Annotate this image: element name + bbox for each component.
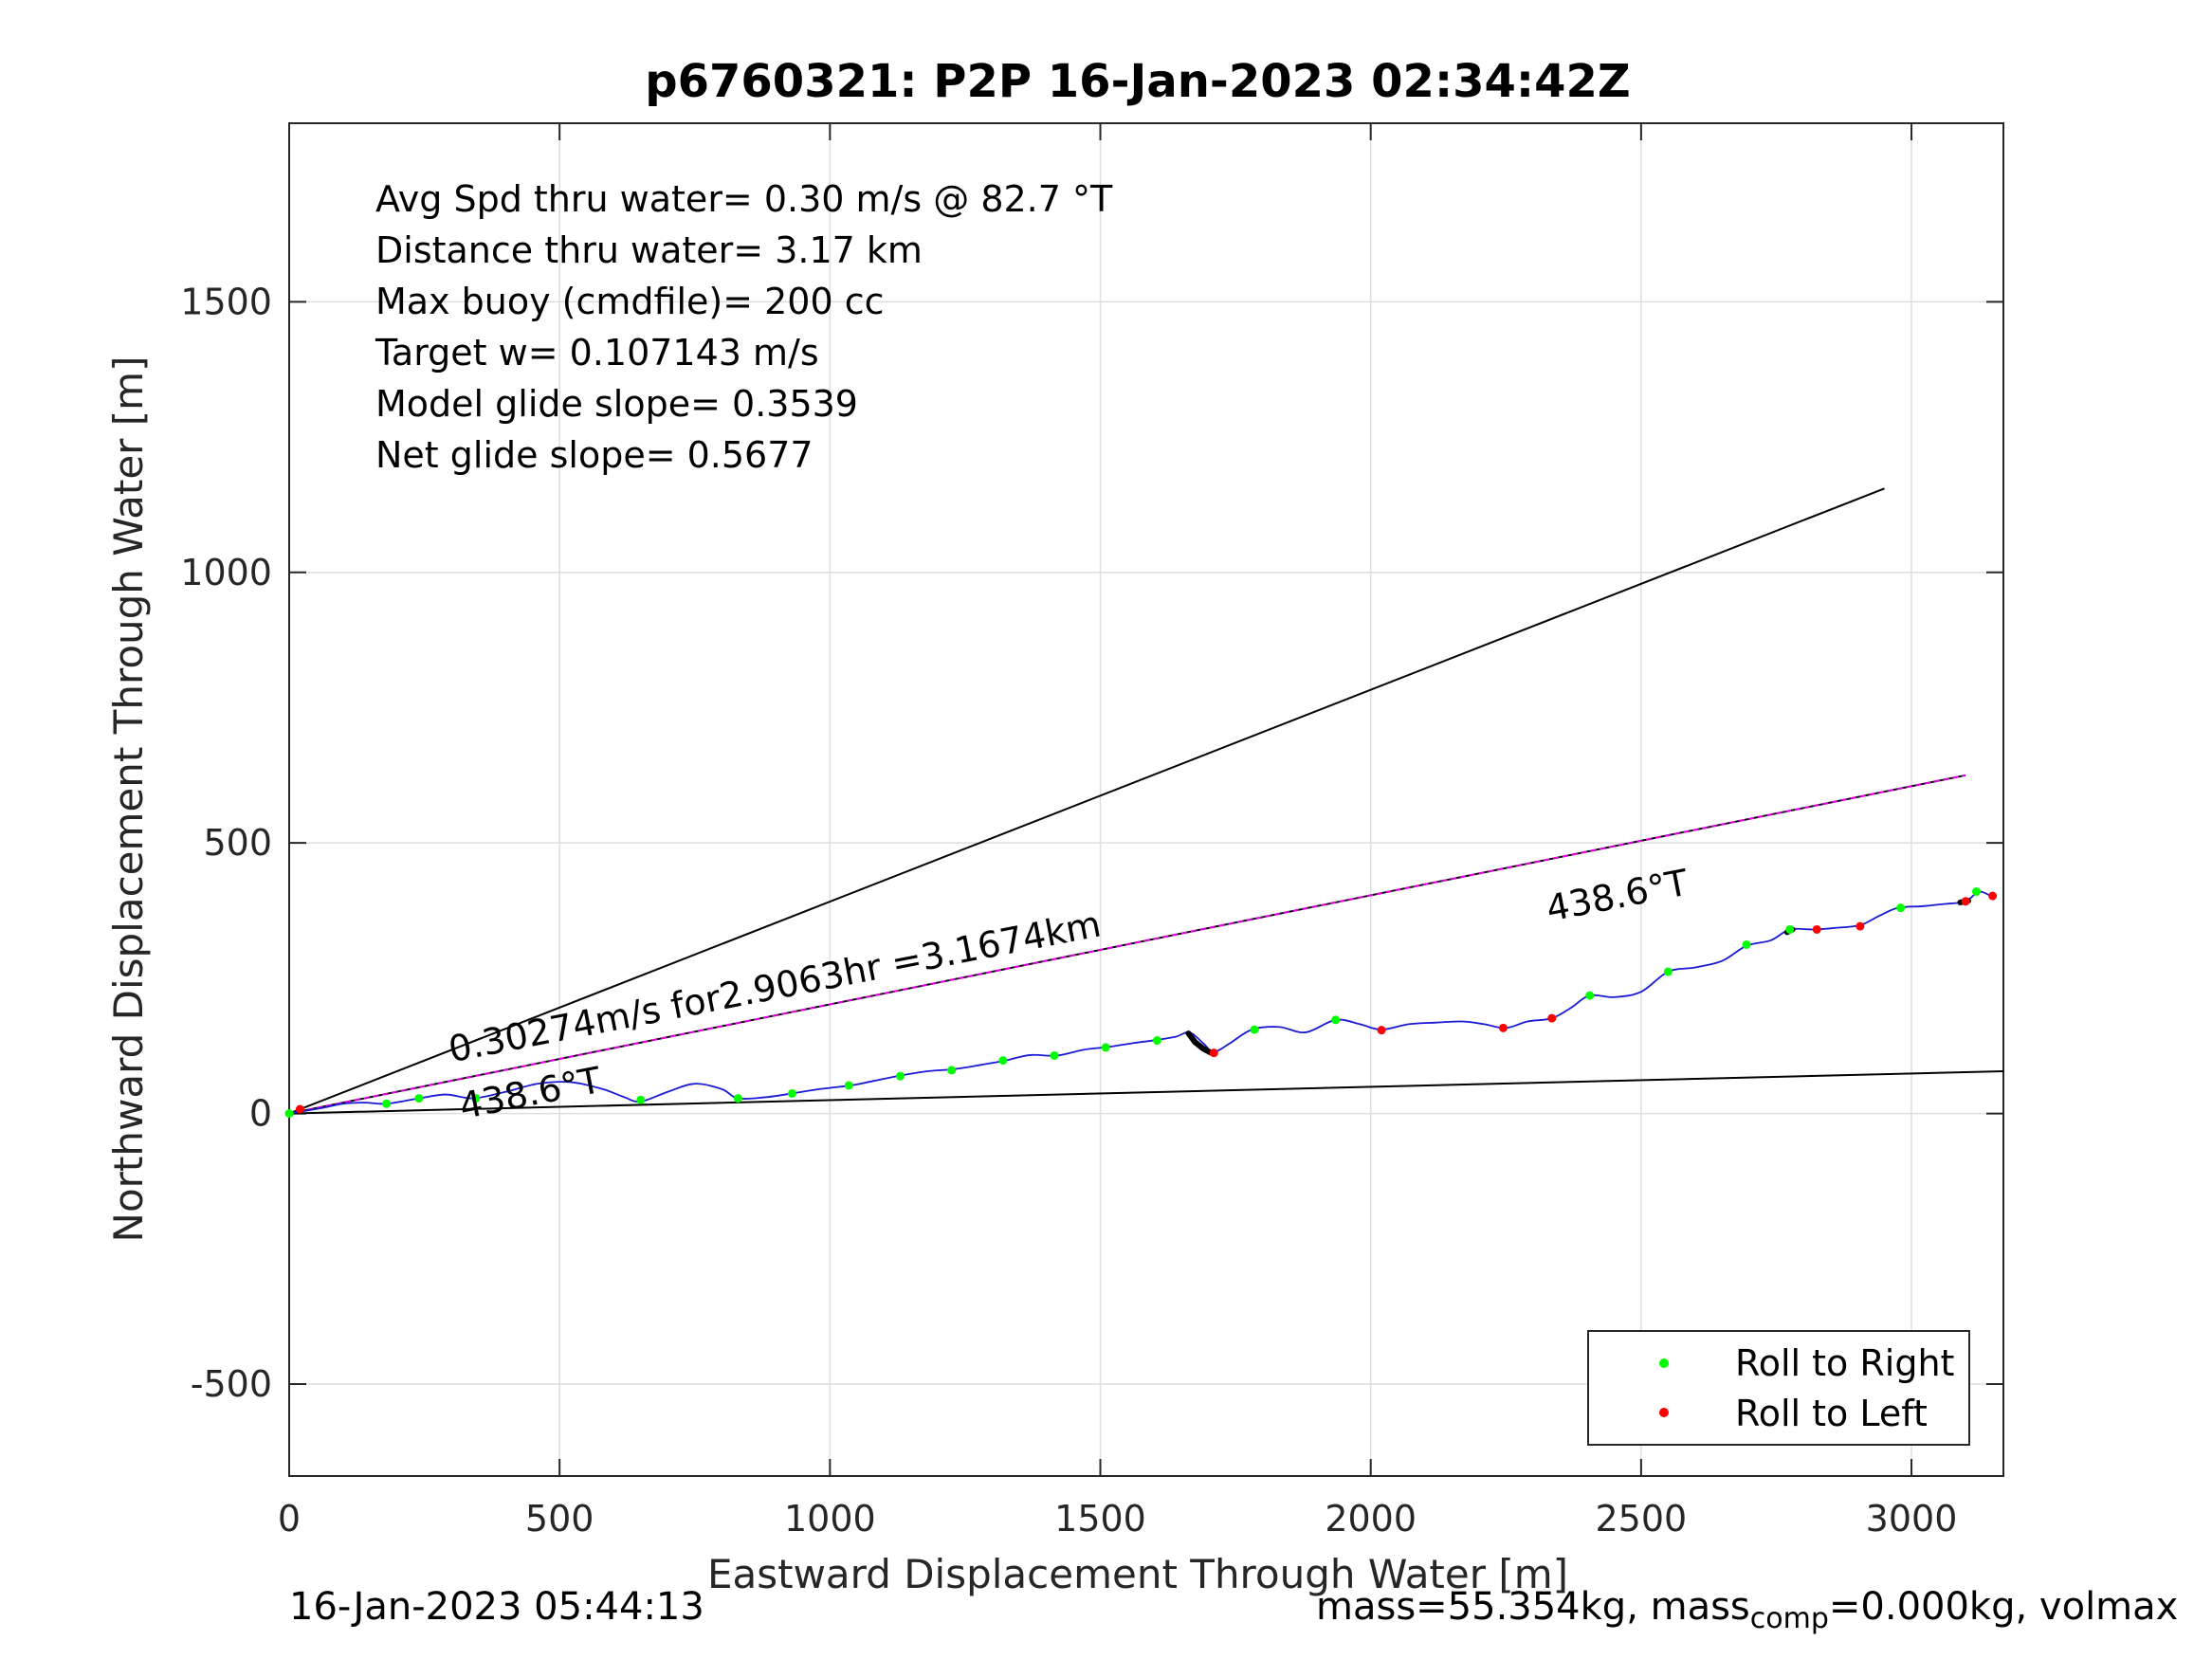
y-tick-label: 0 (249, 1093, 272, 1135)
x-tick-label: 0 (278, 1498, 301, 1540)
info-line: Max buoy (cmdfile)= 200 cc (375, 281, 885, 322)
roll-right-point (1896, 903, 1906, 913)
footer-mass: mass=55.354kg, mass (1316, 1585, 1750, 1629)
roll-right-point (636, 1095, 646, 1104)
annotation-text: 0.30274m/s for2.9063hr =3.1674km (445, 902, 1104, 1070)
info-text-block: Avg Spd thru water= 0.30 m/s @ 82.7 °T Di… (375, 178, 1113, 476)
footer-timestamp: 16-Jan-2023 05:44:13 (289, 1585, 704, 1629)
info-line: Model glide slope= 0.3539 (375, 383, 858, 425)
roll-right-point (382, 1099, 392, 1108)
roll-right-point (1971, 887, 1981, 897)
roll-left-point (1856, 921, 1865, 931)
roll-left-point (1961, 897, 1970, 906)
x-tick-label: 2000 (1325, 1498, 1417, 1540)
roll-right-point (1250, 1025, 1259, 1034)
roll-right-point (733, 1094, 742, 1103)
y-tick-label: 1000 (180, 552, 272, 593)
roll-right-point (947, 1066, 957, 1075)
roll-right-point (998, 1056, 1008, 1066)
points-layer (284, 887, 1998, 1119)
legend-label-roll-left: Roll to Left (1735, 1393, 1928, 1434)
annotations-layer: 0.30274m/s for2.9063hr =3.1674km438.6°T4… (445, 862, 1691, 1127)
info-line: Target w= 0.107143 m/s (375, 332, 819, 374)
chart-title: p6760321: P2P 16-Jan-2023 02:34:42Z (645, 55, 1630, 108)
y-tick-label: -500 (191, 1363, 272, 1405)
roll-right-point (1785, 924, 1795, 934)
roll-left-point (1377, 1026, 1386, 1035)
roll-left-point (295, 1104, 304, 1114)
axes-box (288, 122, 2004, 1477)
x-tick-label: 1000 (784, 1498, 876, 1540)
x-tick-label: 2500 (1596, 1498, 1688, 1540)
legend: Roll to Right Roll to Left (1587, 1330, 1970, 1446)
ticks-layer: 0 500 1000 1500 2000 2500 3000 -500 0 500 1000 1500 (180, 123, 2003, 1540)
footer-mass-subscript: comp (1749, 1602, 1829, 1635)
roll-right-point (284, 1109, 294, 1119)
y-axis-label: Northward Displacement Through Water [m] (105, 356, 152, 1243)
x-axis-label: Eastward Displacement Through Water [m] (707, 1551, 1568, 1597)
y-tick-label: 500 (203, 822, 272, 864)
roll-right-point (787, 1088, 796, 1098)
roll-right-point (1101, 1043, 1110, 1052)
roll-left-point (1812, 924, 1821, 934)
roll-right-point (1050, 1050, 1059, 1060)
y-tick-label: 1500 (180, 281, 272, 322)
legend-marker-roll-right (1659, 1358, 1669, 1368)
roll-left-point (1547, 1013, 1557, 1023)
legend-label-roll-right: Roll to Right (1735, 1342, 1954, 1384)
roll-left-point (1988, 891, 1998, 901)
roll-right-point (1663, 967, 1673, 976)
x-tick-label: 3000 (1866, 1498, 1958, 1540)
lines-layer (288, 487, 2004, 1115)
footer-mass-info: mass=55.354kg, masscomp=0.000kg, volmax (1316, 1585, 2212, 1635)
x-tick-label: 500 (525, 1498, 594, 1540)
roll-left-point (1498, 1023, 1508, 1032)
info-line: Net glide slope= 0.5677 (375, 434, 814, 476)
x-tick-label: 1500 (1054, 1498, 1146, 1540)
roll-right-point (844, 1081, 853, 1090)
line-lower-bound (288, 1070, 2004, 1115)
annotation-text: 438.6°T (456, 1059, 605, 1127)
legend-box (1587, 1330, 1970, 1446)
roll-right-point (471, 1094, 481, 1103)
info-line: Avg Spd thru water= 0.30 m/s @ 82.7 °T (375, 178, 1113, 220)
footer-mass-rest: =0.000kg, volmax (1828, 1585, 2179, 1629)
roll-right-point (1152, 1036, 1161, 1046)
roll-right-point (1331, 1015, 1341, 1025)
track-black-segment (1185, 1030, 1215, 1056)
legend-marker-roll-left (1659, 1408, 1669, 1417)
roll-left-point (1209, 1048, 1218, 1058)
line-upper-bound (288, 487, 1885, 1115)
info-line: Distance thru water= 3.17 km (375, 229, 923, 271)
annotation-text: 438.6°T (1543, 862, 1691, 930)
roll-right-point (895, 1071, 905, 1081)
line-heading-line-overlay (288, 774, 1966, 1115)
grid-layer (288, 123, 2003, 1476)
roll-right-point (1585, 991, 1595, 1000)
roll-right-point (1742, 939, 1751, 949)
roll-right-point (414, 1094, 424, 1103)
